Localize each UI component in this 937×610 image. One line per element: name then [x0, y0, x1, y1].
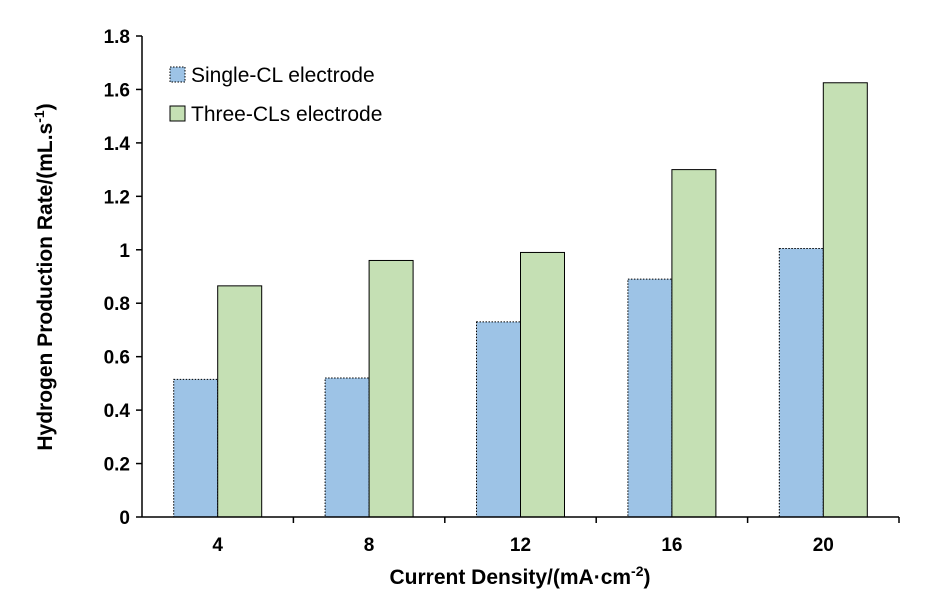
- y-tick-label: 1.8: [104, 27, 130, 48]
- legend-label-three-cls: Three-CLs electrode: [191, 103, 382, 126]
- bar-three-cls-12: [520, 251, 565, 518]
- y-tick-label: 1.6: [104, 80, 130, 101]
- bar-three-cls-20: [822, 82, 868, 518]
- x-tick-label: 8: [364, 535, 375, 556]
- bar-single-cl-4: [173, 378, 219, 518]
- y-axis-title: Hydrogen Production Rate/(mL.s-1): [31, 103, 57, 450]
- bar-three-cls-4: [217, 285, 263, 518]
- x-tick-label: 16: [661, 535, 682, 556]
- y-tick-label: 0.4: [104, 401, 131, 422]
- y-tick-label: 1.2: [104, 187, 130, 208]
- y-tick-label: 1.4: [104, 134, 131, 155]
- bar-three-cls-8: [368, 259, 414, 518]
- bar-single-cl-12: [476, 321, 521, 518]
- y-tick-label: 0: [119, 508, 130, 529]
- bar-three-cls-16: [671, 169, 717, 518]
- legend-label-single-cl: Single-CL electrode: [191, 64, 375, 87]
- bar-single-cl-20: [778, 247, 824, 518]
- y-axis-ticks: 0 0.2 0.4 0.6 0.8 1 1.2 1.4 1.6 1.8: [104, 27, 142, 529]
- legend-swatch-single-cl: [169, 66, 186, 83]
- x-tick-label: 12: [510, 535, 531, 556]
- y-tick-label: 0.6: [104, 348, 130, 369]
- legend: Single-CL electrode Three-CLs electrode: [169, 64, 382, 126]
- x-axis-ticks: 4 8 12 16 20: [212, 517, 900, 556]
- y-tick-label: 0.2: [104, 455, 130, 476]
- y-tick-label: 0.8: [104, 294, 130, 315]
- legend-swatch-three-cls: [169, 105, 186, 122]
- bar-single-cl-8: [324, 377, 370, 518]
- x-axis-title: Current Density/(mA·cm-2): [390, 563, 651, 589]
- y-tick-label: 1: [119, 241, 130, 262]
- bars: [173, 82, 868, 518]
- bar-single-cl-16: [627, 278, 673, 518]
- x-tick-label: 20: [813, 535, 834, 556]
- x-tick-label: 4: [212, 535, 223, 556]
